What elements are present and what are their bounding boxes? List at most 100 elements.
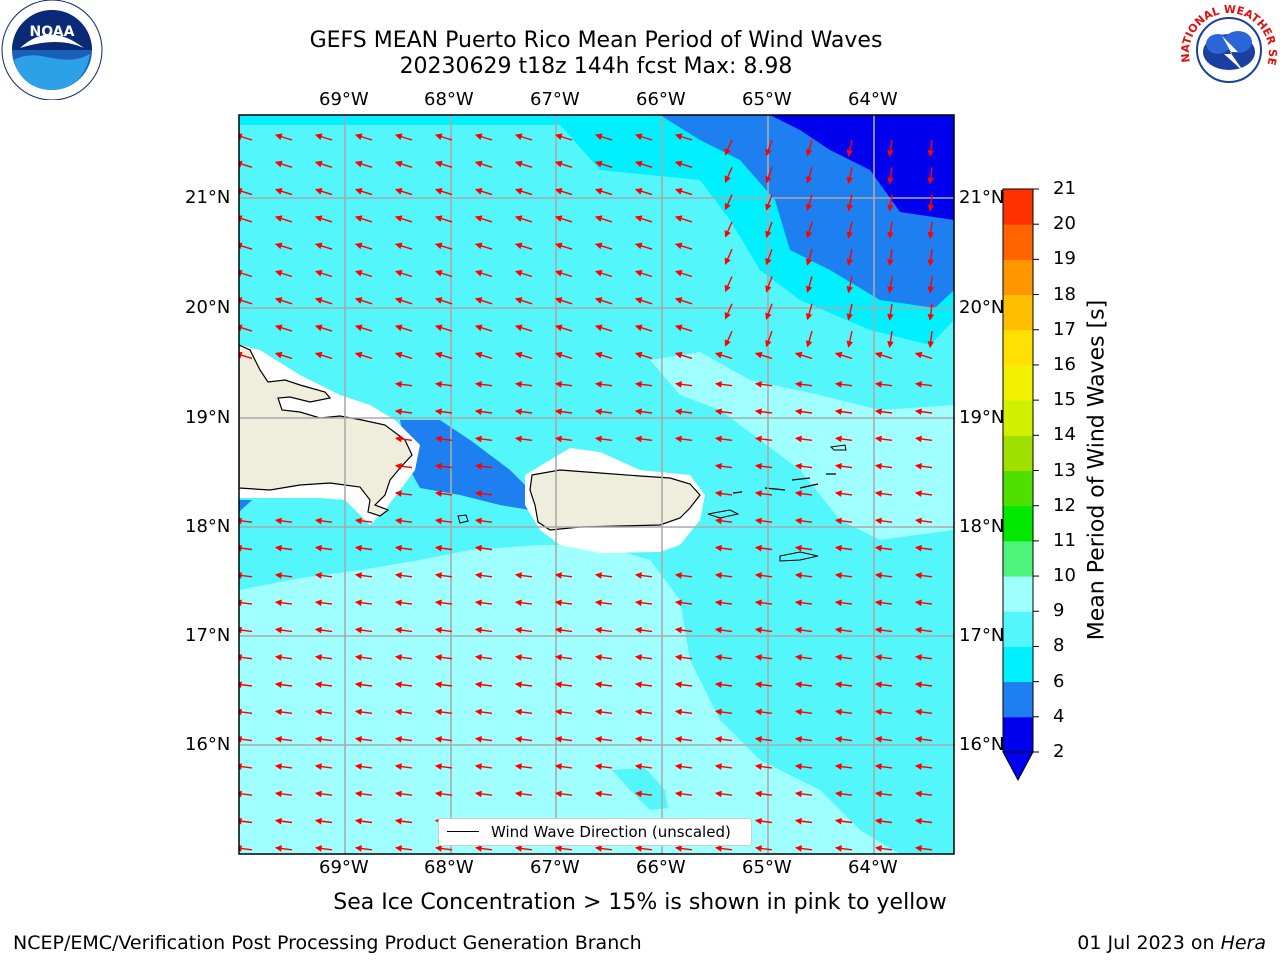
wind-wave-arrowhead <box>314 817 322 825</box>
wind-wave-arrowhead <box>674 297 683 304</box>
wind-wave-arrowhead <box>634 133 643 140</box>
wind-wave-arrow <box>239 271 253 278</box>
wind-wave-arrowhead <box>274 188 283 195</box>
wind-wave-arrowhead <box>714 544 722 552</box>
colorbar-segment <box>1003 646 1033 683</box>
colorbar-segment <box>1003 189 1033 225</box>
wind-wave-arrowhead <box>634 435 642 443</box>
lat-label-left: 16°N <box>185 734 231 755</box>
wind-wave-arrowhead <box>634 160 643 168</box>
lat-label-right: 20°N <box>959 297 1005 318</box>
wind-wave-arrowhead <box>474 242 483 250</box>
wind-wave-arrowhead <box>474 297 483 304</box>
wind-wave-arrowhead <box>394 626 402 634</box>
colorbar-label: Mean Period of Wind Waves [s] <box>1084 299 1110 641</box>
lon-label-top: 67°W <box>530 89 580 110</box>
wind-wave-arrowhead <box>887 204 894 212</box>
wave-period-8-9-south <box>239 545 900 854</box>
colorbar-tick-label: 13 <box>1053 459 1076 481</box>
wind-wave-arrowhead <box>354 269 363 277</box>
colorbar-segment <box>1003 470 1033 507</box>
wind-wave-arrowhead <box>514 188 523 195</box>
wind-wave-arrowhead <box>514 735 522 743</box>
wind-wave-arrowhead <box>434 763 442 770</box>
wind-wave-arrowhead <box>434 681 442 688</box>
wind-wave-arrowhead <box>834 490 842 497</box>
wind-wave-arrowhead <box>594 269 603 277</box>
wind-wave-arrowhead <box>846 204 853 212</box>
wind-wave-arrowhead <box>394 763 402 770</box>
wind-wave-arrowhead <box>846 176 853 185</box>
wind-wave-arrowhead <box>274 626 282 634</box>
lat-label-right: 17°N <box>959 625 1005 646</box>
colorbar-tick-label: 18 <box>1053 283 1076 305</box>
wind-wave-arrowhead <box>434 133 443 140</box>
wind-wave-arrowhead <box>274 654 282 661</box>
wind-wave-arrowhead <box>674 681 682 688</box>
wind-wave-arrowhead <box>754 763 762 770</box>
wind-wave-arrowhead <box>354 215 363 222</box>
wind-wave-arrowhead <box>634 215 643 222</box>
colorbar-tick-label: 16 <box>1053 353 1076 375</box>
wind-wave-arrowhead <box>314 681 322 688</box>
wind-wave-arrowhead <box>874 490 882 497</box>
nws-logo: NATIONAL WEATHER SERVICE <box>1174 0 1280 100</box>
wind-wave-arrowhead <box>794 462 802 470</box>
lat-label-left: 18°N <box>185 516 231 537</box>
wind-wave-arrowhead <box>805 231 813 239</box>
wind-wave-arrowhead <box>514 351 523 359</box>
wind-wave-arrowhead <box>724 284 731 293</box>
wind-wave-arrowhead <box>274 517 282 525</box>
wind-wave-arrowhead <box>724 175 731 183</box>
wind-wave-arrowhead <box>394 708 402 716</box>
wind-wave-arrowhead <box>714 626 722 634</box>
wind-wave-arrowhead <box>514 763 522 770</box>
wind-wave-arrowhead <box>594 626 602 634</box>
wind-wave-arrowhead <box>474 188 483 195</box>
wind-wave-arrowhead <box>394 490 402 497</box>
wind-wave-arrowhead <box>274 790 282 798</box>
wind-wave-arrowhead <box>354 133 363 140</box>
wind-wave-arrowhead <box>314 269 323 277</box>
wind-wave-arrowhead <box>314 544 322 552</box>
wind-wave-arrowhead <box>634 324 643 332</box>
wind-wave-arrowhead <box>874 763 882 770</box>
graticule <box>239 115 954 854</box>
wind-wave-arrowhead <box>794 544 802 552</box>
colorbar-segment <box>1003 611 1033 647</box>
wind-wave-arrowhead <box>887 149 894 157</box>
wind-wave-arrowhead <box>594 845 602 852</box>
wind-wave-arrowhead <box>714 735 722 743</box>
wind-wave-arrowhead <box>354 324 363 332</box>
hispaniola-land <box>239 344 413 517</box>
wind-wave-arrowhead <box>914 544 922 552</box>
wind-wave-arrowhead <box>765 148 772 157</box>
wind-wave-arrowhead <box>474 626 482 634</box>
wind-wave-arrowhead <box>394 790 402 798</box>
wind-wave-arrowhead <box>314 790 322 798</box>
wind-wave-arrowhead <box>354 763 362 770</box>
map-frame <box>238 114 955 855</box>
wind-wave-arrowhead <box>634 269 643 277</box>
map-title-line1: GEFS MEAN Puerto Rico Mean Period of Win… <box>309 28 883 53</box>
wind-wave-arrowhead <box>794 408 802 415</box>
wind-wave-arrowhead <box>874 708 882 716</box>
wind-wave-arrowhead <box>927 204 935 212</box>
wind-wave-arrowhead <box>834 517 842 525</box>
wind-wave-arrowhead <box>554 435 562 443</box>
wind-wave-arrowhead <box>887 340 894 349</box>
wind-wave-arrowhead <box>914 845 922 852</box>
noaa-logo-text: NOAA <box>30 24 75 40</box>
wind-wave-arrowhead <box>794 790 802 798</box>
lat-label-right: 19°N <box>959 407 1005 428</box>
wind-wave-arrowhead <box>887 259 894 267</box>
wind-wave-arrowhead <box>846 231 853 239</box>
wind-wave-arrowhead <box>354 654 362 661</box>
wind-wave-arrowhead <box>514 269 523 277</box>
wind-wave-arrowhead <box>394 160 403 168</box>
wind-wave-arrowhead <box>887 313 894 321</box>
wind-wave-arrowhead <box>354 735 362 743</box>
wind-wave-arrowhead <box>914 681 922 688</box>
wind-wave-arrowhead <box>674 188 683 195</box>
wind-wave-arrowhead <box>634 599 642 607</box>
